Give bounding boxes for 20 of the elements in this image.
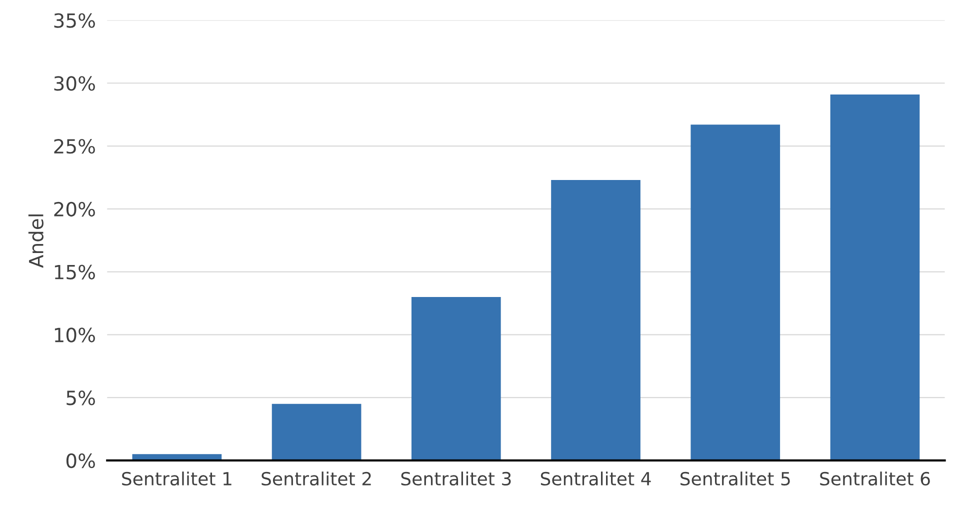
bar — [830, 94, 920, 460]
y-tick-label: 30% — [54, 76, 95, 91]
y-tick-label: 15% — [54, 264, 95, 280]
x-tick-label: Sentralitet 6 — [820, 472, 930, 486]
x-tick-label: Sentralitet 2 — [262, 472, 371, 486]
x-tick-label: Sentralitet 4 — [540, 472, 651, 486]
y-tick-label: 10% — [54, 328, 95, 342]
y-axis-title: Andel — [28, 214, 44, 268]
bar — [551, 180, 640, 460]
y-tick-label: 35% — [54, 13, 95, 28]
y-tick-label: 20% — [54, 202, 95, 217]
bar — [272, 404, 362, 460]
y-tick-label: 25% — [54, 138, 95, 154]
y-tick-label: 5% — [66, 390, 95, 406]
y-tick-label: 0% — [66, 453, 95, 468]
x-tick-label: Sentralitet 3 — [401, 472, 511, 486]
x-tick-label: Sentralitet 1 — [122, 472, 232, 486]
x-tick-label: Sentralitet 5 — [680, 472, 790, 486]
bar — [690, 124, 780, 460]
bar — [411, 296, 501, 460]
